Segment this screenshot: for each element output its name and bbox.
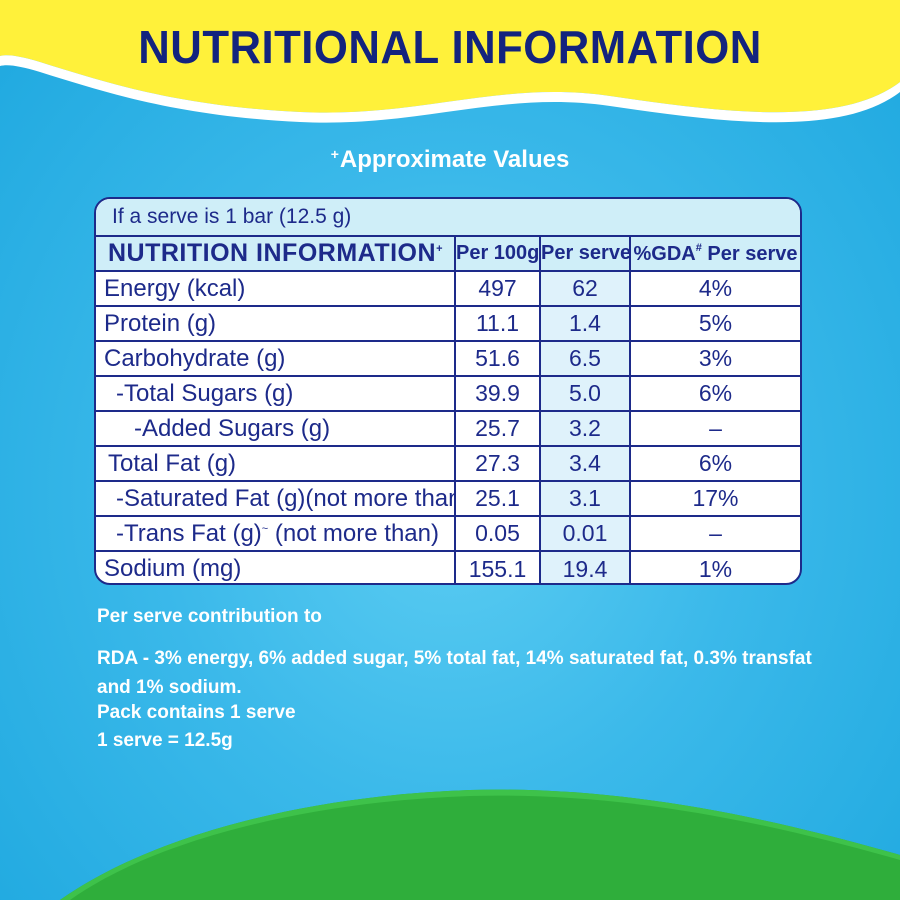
row-label-trans-fat: -Trans Fat (g)~ (not more than) [96,515,456,552]
cell-perserve-protein: 1.4 [539,305,631,342]
note-contribution-heading: Per serve contribution to [97,606,322,627]
cell-gda-protein: 5% [629,305,800,342]
subtitle-text: Approximate Values [339,146,570,173]
row-label-total-sugars: -Total Sugars (g) [96,375,456,412]
table-row: Sodium (mg) 155.1 19.4 1% [96,550,800,583]
note-serve-size: 1 serve = 12.5g [97,730,233,751]
cell-per100-carbohydrate: 51.6 [454,340,541,377]
cell-gda-total-fat: 6% [629,445,800,482]
row-label-saturated-fat: -Saturated Fat (g)(not more than) [96,480,456,517]
row-label-protein: Protein (g) [96,305,456,342]
nutrition-table-panel: If a serve is 1 bar (12.5 g) NUTRITION I… [94,197,802,585]
table-row: -Added Sugars (g) 25.7 3.2 – [96,410,800,447]
table-row: Energy (kcal) 497 62 4% [96,270,800,307]
header-nutrition-information: NUTRITION INFORMATION+ [96,235,456,272]
cell-per100-sodium: 155.1 [454,550,541,583]
cell-gda-total-sugars: 6% [629,375,800,412]
cell-per100-total-fat: 27.3 [454,445,541,482]
white-wave-edge [0,55,900,123]
header-per-100g: Per 100g [454,235,541,272]
green-hill-highlight [60,789,900,900]
yellow-wave [0,0,900,113]
row-label-carbohydrate: Carbohydrate (g) [96,340,456,377]
note-pack-contents: Pack contains 1 serve [97,702,296,723]
table-row: Carbohydrate (g) 51.6 6.5 3% [96,340,800,377]
cell-per100-saturated-fat: 25.1 [454,480,541,517]
row-label-energy: Energy (kcal) [96,270,456,307]
header-gda-per-serve: %GDA# Per serve [629,235,800,272]
cell-perserve-added-sugars: 3.2 [539,410,631,447]
cell-per100-added-sugars: 25.7 [454,410,541,447]
table-row: -Trans Fat (g)~ (not more than) 0.05 0.0… [96,515,800,552]
cell-gda-saturated-fat: 17% [629,480,800,517]
subtitle-marker: + [330,146,339,162]
cell-per100-energy: 497 [454,270,541,307]
cell-perserve-total-sugars: 5.0 [539,375,631,412]
cell-perserve-sodium: 19.4 [539,550,631,583]
table-row: Total Fat (g) 27.3 3.4 6% [96,445,800,482]
cell-per100-total-sugars: 39.9 [454,375,541,412]
cell-gda-carbohydrate: 3% [629,340,800,377]
cell-perserve-carbohydrate: 6.5 [539,340,631,377]
note-rda: RDA - 3% energy, 6% added sugar, 5% tota… [97,648,812,698]
cell-perserve-energy: 62 [539,270,631,307]
row-label-sodium: Sodium (mg) [96,550,456,583]
cell-per100-trans-fat: 0.05 [454,515,541,552]
header-per-serve: Per serve [539,235,631,272]
table-row: Protein (g) 11.1 1.4 5% [96,305,800,342]
nutrition-table: NUTRITION INFORMATION+ Per 100g Per serv… [96,235,800,583]
cell-gda-trans-fat: – [629,515,800,552]
table-row: -Total Sugars (g) 39.9 5.0 6% [96,375,800,412]
cell-per100-protein: 11.1 [454,305,541,342]
cell-gda-added-sugars: – [629,410,800,447]
cell-perserve-total-fat: 3.4 [539,445,631,482]
table-row: -Saturated Fat (g)(not more than) 25.1 3… [96,480,800,517]
cell-perserve-trans-fat: 0.01 [539,515,631,552]
row-label-added-sugars: -Added Sugars (g) [96,410,456,447]
cell-gda-energy: 4% [629,270,800,307]
cell-perserve-saturated-fat: 3.1 [539,480,631,517]
table-header-row: NUTRITION INFORMATION+ Per 100g Per serv… [96,235,800,272]
row-label-total-fat: Total Fat (g) [96,445,456,482]
green-hill [60,789,900,900]
cell-gda-sodium: 1% [629,550,800,583]
approximate-values-subtitle: +Approximate Values [0,146,900,174]
serve-size-line: If a serve is 1 bar (12.5 g) [96,199,800,235]
page-title: NUTRITIONAL INFORMATION [138,21,762,73]
